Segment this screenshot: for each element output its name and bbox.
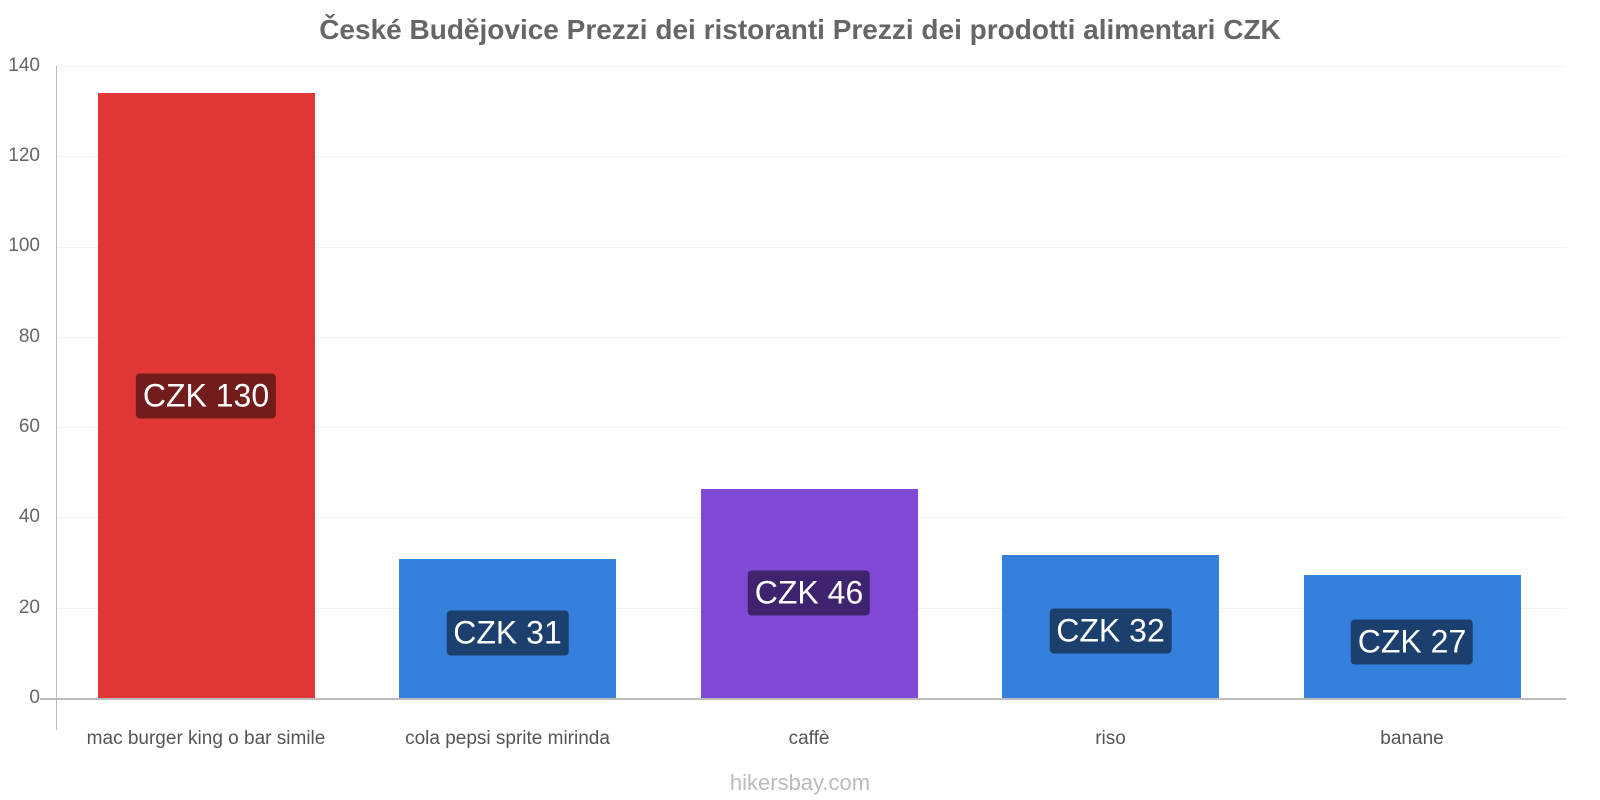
bar-value-label: CZK 46 [747, 570, 871, 616]
x-tick-label: cola pepsi sprite mirinda [405, 728, 610, 749]
x-tick-label: mac burger king o bar simile [86, 728, 326, 749]
y-tick-mark [44, 698, 56, 699]
gridline-140 [56, 66, 1566, 67]
x-tick-label: caffè [788, 728, 830, 749]
y-axis-line [56, 66, 57, 730]
bar-value-label: CZK 27 [1350, 619, 1474, 665]
bar-mac-burger-king[interactable]: CZK 130 [97, 93, 315, 698]
bar-value-label: CZK 32 [1049, 608, 1172, 654]
bar-cola-pepsi-sprite-mirinda[interactable]: CZK 31 [399, 558, 616, 698]
gridline-60 [56, 427, 1566, 428]
y-tick-label: 60 [18, 416, 40, 437]
bar-riso[interactable]: CZK 32 [1002, 554, 1219, 698]
y-tick-label: 80 [18, 326, 40, 347]
bar-value-label: CZK 130 [135, 373, 277, 419]
y-tick-label: 40 [18, 506, 40, 527]
y-tick-label: 120 [8, 145, 40, 166]
bar-value-label: CZK 31 [446, 610, 569, 656]
x-tick-label: banane [1380, 728, 1444, 749]
gridline-80 [56, 337, 1566, 338]
y-tick-label: 140 [8, 55, 40, 76]
gridline-120 [56, 156, 1566, 157]
x-tick-label: riso [1095, 728, 1126, 749]
source-watermark: hikersbay.com [729, 770, 871, 795]
chart-title: České Budějovice Prezzi dei ristoranti P… [319, 14, 1281, 45]
y-tick-label: 20 [18, 597, 40, 618]
y-tick-label: 0 [29, 687, 40, 708]
x-axis-line [40, 698, 1566, 700]
bar-banane[interactable]: CZK 27 [1303, 575, 1521, 698]
bar-caffe[interactable]: CZK 46 [700, 488, 918, 698]
gridline-100 [56, 247, 1566, 248]
y-tick-label: 100 [8, 235, 40, 256]
